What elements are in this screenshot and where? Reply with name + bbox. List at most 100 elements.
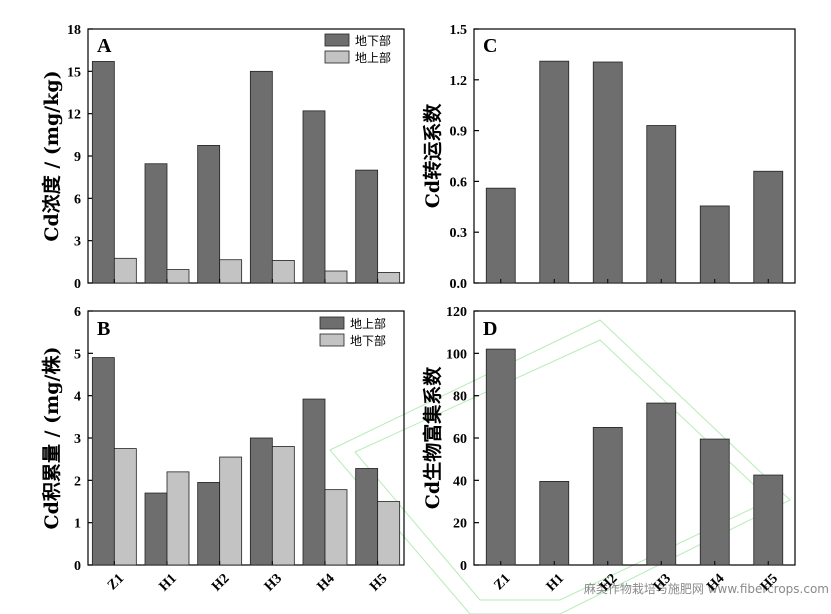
y-tick-label: 20 bbox=[453, 517, 467, 532]
bar-h5-series-0 bbox=[355, 468, 379, 566]
y-tick-label: 120 bbox=[446, 305, 467, 320]
y-tick-label: 0.9 bbox=[450, 125, 468, 140]
y-tick-label: 15 bbox=[67, 65, 81, 80]
bar-h3-series-0 bbox=[249, 437, 273, 566]
bars bbox=[485, 60, 784, 284]
x-tick-label: H3 bbox=[262, 571, 285, 594]
bar-h2-series-0 bbox=[197, 145, 221, 284]
legend-label: 地下部 bbox=[355, 33, 391, 48]
bar-h1-series-0 bbox=[539, 60, 570, 284]
bar-z1-series-0 bbox=[485, 348, 516, 566]
bar-h3-series-0 bbox=[646, 125, 677, 284]
bars bbox=[91, 61, 401, 284]
y-tick-label: 60 bbox=[453, 432, 467, 447]
bar-h1-series-1 bbox=[166, 269, 190, 284]
legend-swatch bbox=[319, 333, 345, 347]
y-tick-label: 0.0 bbox=[450, 277, 468, 292]
legend-swatch bbox=[319, 316, 345, 330]
y-ticks: 0 1 2 3 4 5 6 bbox=[74, 305, 93, 574]
bar-h4-series-0 bbox=[302, 398, 326, 566]
y-axis-title: Cd浓度 / (mg/kg) bbox=[40, 70, 63, 241]
plot-frame bbox=[473, 310, 796, 566]
y-tick-label: 40 bbox=[453, 474, 467, 489]
panel-c: C Cd转运系数 0.0 0.3 0.6 0.9 1.2 1.5 bbox=[421, 23, 796, 292]
y-axis-title: Cd转运系数 bbox=[421, 103, 444, 208]
y-ticks: 0.0 0.3 0.6 0.9 1.2 1.5 bbox=[450, 23, 479, 292]
plot-frame bbox=[473, 28, 796, 284]
y-tick-label: 0.6 bbox=[450, 175, 468, 190]
y-tick-label: 1.2 bbox=[450, 74, 468, 89]
x-tick-label: H2 bbox=[209, 571, 232, 594]
bar-h3-series-0 bbox=[249, 70, 273, 284]
bars bbox=[91, 357, 401, 566]
y-tick-label: 1 bbox=[74, 517, 81, 532]
x-tick-label: Z1 bbox=[105, 571, 127, 593]
y-tick-label: 9 bbox=[74, 150, 81, 165]
bar-h1-series-0 bbox=[144, 163, 168, 284]
legend-label: 地上部 bbox=[350, 316, 386, 331]
y-tick-label: 0 bbox=[460, 559, 467, 574]
y-tick-label: 6 bbox=[74, 192, 81, 207]
bar-z1-series-1 bbox=[113, 448, 137, 566]
panel-letter: D bbox=[483, 318, 497, 340]
bar-h5-series-0 bbox=[753, 474, 784, 566]
x-ticks: Z1 H1 H2 H3 H4 H5 bbox=[105, 571, 390, 594]
y-axis-title: Cd积累量 / (mg/株) bbox=[40, 347, 63, 530]
bar-h2-series-1 bbox=[219, 259, 243, 284]
y-tick-label: 2 bbox=[74, 474, 81, 489]
y-tick-label: 1.5 bbox=[450, 23, 468, 38]
y-tick-label: 18 bbox=[67, 23, 81, 38]
y-ticks: 0 20 40 60 80 100 120 bbox=[446, 305, 479, 574]
bar-z1-series-0 bbox=[91, 357, 115, 566]
bar-h5-series-0 bbox=[355, 169, 379, 284]
y-ticks: 0 3 6 9 12 15 18 bbox=[67, 23, 93, 292]
bar-z1-series-1 bbox=[113, 257, 137, 284]
bar-h3-series-1 bbox=[271, 446, 295, 566]
y-tick-label: 12 bbox=[67, 108, 81, 123]
y-tick-label: 80 bbox=[453, 390, 467, 405]
panel-letter: A bbox=[97, 35, 112, 57]
y-tick-label: 0.3 bbox=[450, 226, 468, 241]
bar-z1-series-0 bbox=[485, 187, 516, 284]
legend-label: 地下部 bbox=[350, 333, 386, 348]
panel-letter: B bbox=[97, 318, 110, 340]
bar-h2-series-0 bbox=[197, 482, 221, 566]
bar-h2-series-1 bbox=[219, 456, 243, 566]
y-tick-label: 5 bbox=[74, 347, 81, 362]
legend-swatch bbox=[324, 50, 350, 64]
y-tick-label: 4 bbox=[74, 390, 81, 405]
x-tick-label: H5 bbox=[367, 571, 390, 594]
bar-h3-series-0 bbox=[646, 402, 677, 566]
watermark-text: 麻类作物栽培与施肥网 www.fibercrops.com bbox=[584, 581, 829, 596]
y-tick-label: 0 bbox=[74, 559, 81, 574]
x-tick-label: H4 bbox=[315, 571, 338, 594]
bar-h5-series-0 bbox=[753, 170, 784, 284]
bar-h2-series-0 bbox=[592, 61, 623, 284]
bar-h2-series-0 bbox=[592, 427, 623, 566]
bar-h1-series-0 bbox=[144, 492, 168, 566]
bar-h3-series-1 bbox=[271, 260, 295, 284]
bar-h1-series-1 bbox=[166, 471, 190, 566]
bars bbox=[485, 348, 784, 566]
y-tick-label: 100 bbox=[446, 347, 467, 362]
x-tick-label: H1 bbox=[157, 571, 180, 594]
y-tick-label: 3 bbox=[74, 235, 81, 250]
y-tick-label: 6 bbox=[74, 305, 81, 320]
legend-swatch bbox=[324, 33, 350, 47]
bar-h4-series-0 bbox=[699, 205, 730, 284]
legend-label: 地上部 bbox=[355, 50, 391, 65]
bar-h4-series-0 bbox=[699, 438, 730, 566]
bar-h5-series-1 bbox=[377, 272, 401, 284]
bar-z1-series-0 bbox=[91, 61, 115, 284]
bar-h1-series-0 bbox=[539, 480, 570, 566]
y-tick-label: 0 bbox=[74, 277, 81, 292]
panel-letter: C bbox=[483, 35, 497, 57]
x-tick-label: H1 bbox=[544, 571, 567, 594]
bar-h4-series-1 bbox=[324, 489, 348, 566]
